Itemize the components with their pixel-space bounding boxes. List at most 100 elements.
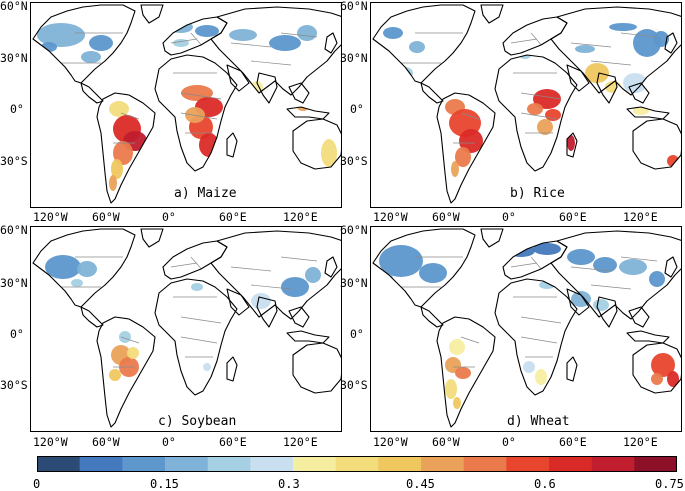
lat-label-30s: 30°S xyxy=(0,154,28,168)
data-cell xyxy=(539,281,555,289)
coastline xyxy=(566,132,578,158)
lon-label-60w: 60°W xyxy=(432,210,460,224)
coastline xyxy=(566,288,590,316)
data-cell xyxy=(281,277,309,297)
data-cell xyxy=(111,159,123,179)
data-cell xyxy=(37,23,85,47)
lon-label-0: 0° xyxy=(162,210,176,224)
coastline xyxy=(226,288,250,316)
colorbar-bin xyxy=(335,456,379,472)
coastline xyxy=(154,278,238,396)
lon-label-60e: 60°E xyxy=(559,210,587,224)
colorbar-border xyxy=(37,456,677,472)
data-cell xyxy=(667,371,679,387)
coastline xyxy=(292,118,341,170)
map-panel-rice xyxy=(370,2,682,208)
coastlines xyxy=(32,4,341,204)
coastline xyxy=(154,54,238,172)
country-border xyxy=(460,336,480,344)
lon-label-60w: 60°W xyxy=(92,435,120,449)
data-cell xyxy=(419,263,447,283)
country-border xyxy=(120,336,140,344)
country-borders xyxy=(59,256,318,368)
lon-label-120w: 120°W xyxy=(373,435,408,449)
data-cell xyxy=(173,39,189,47)
data-cell xyxy=(45,255,81,279)
map-panel-soybean xyxy=(30,226,342,432)
panel-label-maize: a) Maize xyxy=(174,186,237,201)
colorbar-bin xyxy=(463,456,507,472)
data-cell xyxy=(305,267,321,283)
coastline xyxy=(140,4,164,24)
country-border xyxy=(620,32,658,38)
lat-label-30n: 30°N xyxy=(340,276,368,290)
data-cell xyxy=(523,361,535,373)
data-cell xyxy=(269,35,301,51)
map-canvas xyxy=(372,228,681,428)
data-cell xyxy=(169,21,193,33)
lat-label-60n: 60°N xyxy=(0,223,28,237)
coastline xyxy=(664,256,678,278)
data-layer xyxy=(383,23,679,177)
colorbar-bin xyxy=(165,456,208,472)
data-cell xyxy=(451,161,459,177)
data-cell xyxy=(449,339,465,355)
lat-label-30s: 30°S xyxy=(340,154,368,168)
data-cell xyxy=(633,107,649,115)
coastline xyxy=(480,228,504,248)
data-cell xyxy=(199,133,219,157)
coastline xyxy=(32,4,136,84)
country-border xyxy=(460,112,480,120)
data-cell xyxy=(455,147,471,167)
lat-label-30s: 30°S xyxy=(0,378,28,392)
coastlines xyxy=(32,228,341,428)
coastline xyxy=(632,342,681,394)
data-cell xyxy=(567,135,575,151)
coastline xyxy=(436,92,496,204)
country-border xyxy=(520,316,562,324)
coastline xyxy=(226,356,238,382)
country-borders xyxy=(399,32,658,144)
lon-label-120w: 120°W xyxy=(373,210,408,224)
data-cell xyxy=(593,299,609,311)
lon-label-120e: 120°E xyxy=(283,210,318,224)
data-cell xyxy=(445,357,461,373)
colorbar-tick-0-6: 0.6 xyxy=(534,477,556,491)
data-layer xyxy=(45,255,321,381)
colorbar-bin xyxy=(293,456,336,472)
coastline xyxy=(596,296,618,328)
data-cell xyxy=(455,367,471,379)
coastline xyxy=(372,228,476,308)
coastline xyxy=(210,230,341,320)
data-cell xyxy=(651,373,663,385)
data-cell xyxy=(203,363,211,371)
coastline xyxy=(96,92,156,204)
data-cell xyxy=(533,243,561,255)
coastline xyxy=(286,330,330,344)
country-border xyxy=(280,256,318,262)
colorbar-tick-0-75: 0.75 xyxy=(655,477,684,491)
colorbar-bin xyxy=(591,456,635,472)
map-canvas xyxy=(372,4,681,204)
colorbar-tick-0-3: 0.3 xyxy=(278,477,300,491)
data-cell xyxy=(409,41,425,53)
data-cell xyxy=(527,103,543,115)
lon-label-60e: 60°E xyxy=(219,210,247,224)
coastline xyxy=(372,4,476,84)
country-border xyxy=(170,262,198,268)
coastline xyxy=(596,72,618,104)
country-border xyxy=(170,38,198,44)
data-cell xyxy=(585,63,609,83)
data-cell xyxy=(623,73,647,93)
coastline xyxy=(162,240,228,280)
coastline xyxy=(420,306,444,328)
data-cell xyxy=(535,369,547,385)
country-border xyxy=(250,60,292,66)
data-cell xyxy=(397,67,413,79)
lon-label-0: 0° xyxy=(502,210,516,224)
country-border xyxy=(520,336,558,344)
coastline xyxy=(420,82,444,104)
coastline xyxy=(628,306,650,328)
country-border xyxy=(510,38,538,44)
coastline xyxy=(32,228,136,308)
